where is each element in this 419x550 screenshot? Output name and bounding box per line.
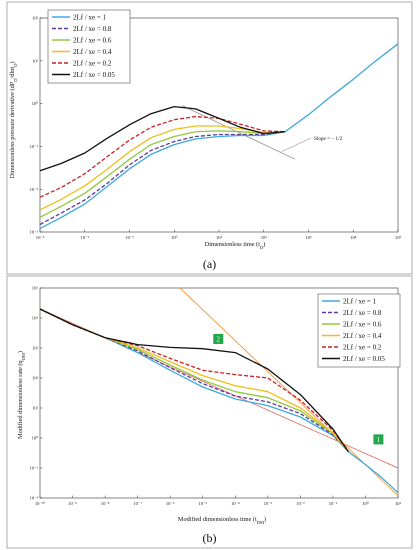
legend-label: 2Lf / xe = 0.05 — [343, 355, 385, 363]
legend-label: 2Lf / xe = 0.6 — [73, 36, 112, 44]
series-line — [39, 308, 349, 453]
y-tick-label: 10¹ — [32, 58, 39, 63]
legend-label: 2Lf / xe = 0.2 — [73, 59, 112, 67]
series-line — [39, 131, 286, 226]
y-tick-label: 10⁰ — [32, 101, 39, 106]
slope-leader-line — [281, 137, 312, 152]
panel-a-caption: (a) — [203, 257, 216, 271]
y-tick-label: 10⁻¹ — [30, 466, 39, 471]
series-line — [39, 308, 349, 453]
x-tick-label: 10⁰ — [171, 235, 178, 240]
x-tick-label: 10⁻¹ — [329, 501, 338, 506]
series-line — [39, 43, 399, 230]
legend-label: 2Lf / xe = 0.2 — [343, 343, 382, 351]
marker-label: 1 — [377, 436, 381, 444]
y-tick-label: 10⁻³ — [30, 230, 39, 235]
y-tick-label: 10² — [32, 16, 39, 21]
x-tick-label: 10⁻¹ — [125, 235, 134, 240]
x-tick-label: 10⁴ — [350, 235, 357, 240]
panel-a-y-axis-label: Dimensionless pressure derivative (dPD/d… — [9, 62, 18, 179]
legend-label: 2Lf / xe = 0.05 — [73, 71, 115, 79]
legend-label: 2Lf / xe = 0.4 — [73, 48, 112, 56]
legend-box — [47, 9, 131, 84]
x-tick-label: 10⁻² — [81, 235, 90, 240]
x-tick-label: 10⁻¹⁰ — [35, 501, 45, 506]
panel-b-plot-area — [39, 287, 399, 499]
x-tick-label: 10⁻⁴ — [231, 501, 240, 506]
y-tick-label: 10³ — [32, 346, 39, 351]
legend-label: 2Lf / xe = 0.8 — [343, 309, 382, 317]
panel-a-x-axis-label: Dimensionless time (tD) — [205, 241, 266, 250]
panel-b-y-axis-label: Modified dimensionless rate (qDM) — [17, 351, 26, 439]
x-tick-label: 10⁻⁵ — [198, 501, 207, 506]
x-tick-label: 10⁻⁷ — [133, 501, 142, 506]
legend-label: 2Lf / xe = 1 — [73, 13, 107, 21]
legend-label: 2Lf / xe = 0.8 — [73, 25, 112, 33]
x-tick-label: 10⁰ — [362, 501, 369, 506]
y-tick-label: 10⁻² — [30, 187, 39, 192]
x-tick-label: 10⁻⁸ — [101, 501, 110, 506]
panel-b: 10⁻¹⁰ 10⁻⁹ 10⁻⁸ 10⁻⁷ 10⁻⁶ 10⁻⁵ 10⁻⁴ 10⁻³ 10⁻² 10⁻… — [6, 275, 413, 549]
panel-a: 10⁻³ 10⁻² 10⁻¹ 10⁰ 10¹ 10² 10³ 10⁴ 10⁵ 10⁻³ 10⁻² 10… — [6, 1, 413, 275]
legend-box — [317, 293, 401, 368]
legend-label: 2Lf / xe = 0.4 — [343, 332, 382, 340]
y-tick-label: 10² — [32, 376, 39, 381]
x-tick-label: 10¹ — [216, 235, 223, 240]
x-tick-label: 10² — [261, 235, 268, 240]
legend-label: 2Lf / xe = 0.6 — [343, 320, 382, 328]
x-tick-label: 10⁵ — [395, 235, 402, 240]
series-line — [39, 130, 286, 218]
y-tick-label: 10⁵ — [32, 286, 39, 291]
x-tick-label: 10³ — [306, 235, 313, 240]
y-tick-label: 10⁻¹ — [30, 144, 39, 149]
x-tick-label: 10⁻² — [296, 501, 305, 506]
marker-box — [373, 434, 384, 445]
marker-label: 2 — [217, 336, 221, 344]
series-line — [39, 308, 349, 453]
legend-label: 2Lf / xe = 1 — [343, 297, 377, 305]
x-tick-label: 10⁻⁹ — [68, 501, 77, 506]
x-tick-label: 10⁻³ — [36, 235, 45, 240]
marker-box — [213, 333, 224, 344]
panel-b-caption: (b) — [203, 531, 217, 545]
x-tick-label: 10¹ — [395, 501, 402, 506]
y-tick-label: 10⁴ — [32, 316, 39, 321]
x-tick-label: 10⁻⁶ — [166, 501, 175, 506]
y-tick-label: 10⁰ — [32, 436, 39, 441]
y-tick-label: 10¹ — [32, 406, 39, 411]
panel-b-x-axis-label: Modified dimensionless time (tDM) — [178, 516, 266, 525]
series-line — [39, 105, 286, 172]
slope-annotation: Slope = − 1/2 — [314, 136, 343, 142]
slope-reference-line — [182, 105, 296, 160]
y-tick-label: 10⁻² — [30, 496, 39, 501]
series-line — [39, 125, 286, 211]
x-tick-label: 10⁻³ — [264, 501, 273, 506]
